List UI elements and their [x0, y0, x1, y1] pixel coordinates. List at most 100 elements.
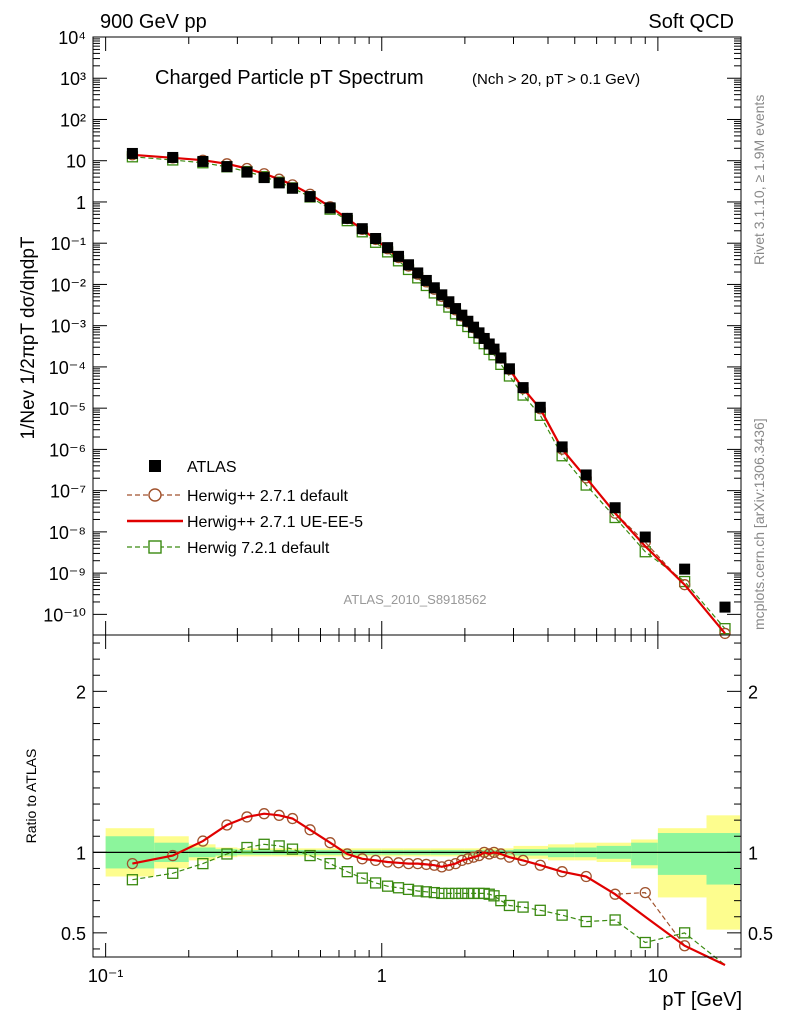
ratio-point-herwig7-default	[678, 927, 691, 939]
ratio-point-herwigpp-default	[462, 853, 474, 865]
ratio-point-herwigpp-default	[286, 812, 299, 825]
ratio-band-green	[631, 842, 658, 866]
analysis-label: ATLAS_2010_S8918562	[344, 592, 487, 607]
series-line-3	[132, 156, 726, 630]
ratio-point-herwigpp-default	[639, 886, 651, 899]
data-point-atlas	[556, 441, 568, 453]
data-point-atlas	[126, 147, 138, 159]
data-point-atlas	[468, 321, 480, 333]
data-point-atlas	[403, 259, 415, 271]
main-series	[126, 147, 731, 640]
data-point-atlas	[286, 182, 298, 194]
series-line-2	[132, 153, 726, 635]
y-tick-label: 10⁻⁸	[49, 523, 86, 543]
data-point-atlas	[370, 233, 382, 245]
ratio-line-2	[132, 812, 726, 966]
ratio-point-herwig7-default	[412, 885, 424, 897]
data-point-atlas	[443, 296, 455, 308]
data-point-atlas	[341, 212, 353, 224]
ratio-point-herwig7-default	[436, 887, 448, 900]
ratio-point-herwig7-default	[369, 877, 382, 889]
ratio-y-tick-label-right: 0.5	[748, 924, 773, 944]
ratio-point-herwig7-default	[286, 843, 299, 855]
ratio-band-green	[706, 833, 740, 885]
ratio-point-herwigpp-default	[304, 824, 316, 836]
mcplots-label: mcplots.cern.ch [arXiv:1306.3436]	[751, 418, 767, 630]
header-right: Soft QCD	[648, 11, 734, 33]
legend-label: Herwig++ 2.7.1 default	[187, 488, 349, 505]
data-point-atlas	[478, 332, 490, 344]
ratio-y-tick-label: 2	[76, 682, 86, 702]
ratio-point-herwigpp-default	[197, 835, 209, 847]
data-point-herwig7-default	[678, 575, 691, 588]
y-tick-label: 10³	[60, 69, 86, 89]
ratio-y-tick-label: 0.5	[61, 924, 86, 944]
y-tick-label: 10⁻¹	[50, 234, 86, 254]
x-tick-label: 1	[377, 966, 387, 986]
ratio-point-herwig7-default	[443, 887, 455, 900]
ratio-point-herwig7-default	[356, 872, 368, 884]
ratio-point-herwig7-default	[304, 849, 316, 862]
data-point-atlas	[197, 155, 209, 167]
header-left: 900 GeV pp	[100, 11, 207, 33]
legend-marker-herwig7-default	[148, 540, 162, 554]
data-point-atlas	[273, 177, 285, 189]
data-point-atlas	[382, 242, 394, 254]
ratio-point-herwig7-default	[556, 909, 568, 921]
data-point-atlas	[428, 282, 440, 294]
data-point-atlas	[719, 601, 731, 613]
y-tick-label: 10⁻⁷	[50, 482, 86, 502]
ratio-point-herwig7-default	[258, 838, 270, 850]
ratio-point-herwig7-default	[534, 904, 546, 916]
legend-label: ATLAS	[187, 459, 237, 476]
y-tick-label: 10⁻⁵	[49, 399, 86, 419]
data-point-atlas	[393, 250, 405, 262]
data-point-atlas	[258, 172, 270, 184]
ratio-point-herwig7-default	[503, 899, 516, 912]
ratio-point-herwig7-default	[381, 880, 394, 892]
main-plot: 10⁻¹⁰ 10⁻⁹ 10⁻⁸ 10⁻⁷ 10⁻⁶ 10⁻⁵ 10⁻⁴ 10⁻³ 10⁻² 10⁻…	[43, 28, 742, 640]
y-tick-label: 10⁻⁶	[49, 440, 86, 460]
ratio-point-herwigpp-default	[488, 846, 500, 858]
legend-label: Herwig++ 2.7.1 UE-EE-5	[187, 514, 363, 531]
ratio-point-herwig7-default	[221, 848, 233, 860]
legend-marker-herwigpp-default	[148, 488, 162, 502]
ratio-point-herwigpp-default	[341, 848, 353, 860]
ratio-point-herwigpp-default	[678, 940, 691, 952]
ratio-series	[126, 808, 726, 966]
data-point-atlas	[488, 343, 500, 355]
ratio-point-herwigpp-default	[503, 851, 516, 863]
data-point-atlas	[503, 363, 515, 375]
data-point-atlas	[436, 289, 448, 301]
ratio-ticks: 10⁻¹ 1 10 0.5 0.5 1 1 2 2	[61, 635, 773, 986]
ratio-point-herwig7-default	[324, 857, 336, 870]
y-axis-label: 1/Nev 1/2πpT dσ/dηdpT	[18, 236, 39, 439]
ratio-point-herwigpp-default	[221, 819, 233, 831]
data-point-atlas	[221, 161, 233, 173]
x-axis-label: pT [GeV]	[662, 989, 742, 1011]
ratio-y-tick-label-right: 2	[748, 682, 758, 702]
data-point-atlas	[450, 303, 462, 315]
ratio-point-herwigpp-default	[449, 857, 462, 870]
y-tick-label: 10⁻³	[50, 317, 86, 337]
y-tick-label: 10⁻¹⁰	[43, 605, 86, 625]
data-point-atlas	[420, 274, 432, 286]
data-point-herwigpp-default	[719, 627, 731, 640]
ratio-point-herwigpp-default	[324, 837, 336, 849]
ratio-point-herwigpp-default	[456, 854, 468, 867]
ratio-y-tick-label-right: 1	[748, 843, 758, 863]
data-point-atlas	[356, 223, 368, 235]
ratio-point-herwig7-default	[126, 874, 139, 886]
ratio-point-herwig7-default	[609, 914, 621, 926]
ratio-point-herwig7-default	[639, 936, 651, 949]
ratio-point-herwig7-default	[517, 901, 529, 913]
ratio-y-tick-label: 1	[76, 843, 86, 863]
data-point-atlas	[456, 309, 468, 321]
data-point-atlas	[517, 382, 529, 394]
ratio-point-herwig7-default	[167, 867, 179, 879]
main-ticks: 10⁻¹⁰ 10⁻⁹ 10⁻⁸ 10⁻⁷ 10⁻⁶ 10⁻⁵ 10⁻⁴ 10⁻³ 10⁻² 10⁻…	[43, 28, 742, 635]
data-point-atlas	[412, 267, 424, 279]
ratio-point-herwig7-default	[456, 887, 468, 900]
y-tick-label: 10⁴	[58, 28, 86, 48]
series-line-1	[132, 154, 726, 634]
